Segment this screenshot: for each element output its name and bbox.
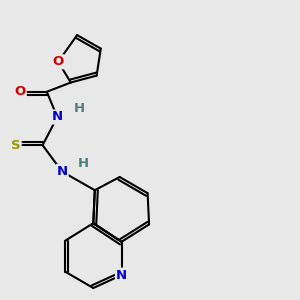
Text: N: N — [116, 268, 127, 282]
Text: O: O — [52, 55, 64, 68]
Text: N: N — [56, 165, 68, 178]
Text: N: N — [52, 110, 63, 124]
Text: S: S — [11, 139, 21, 152]
Text: H: H — [77, 157, 89, 170]
Text: O: O — [14, 85, 26, 98]
Text: H: H — [74, 102, 85, 116]
